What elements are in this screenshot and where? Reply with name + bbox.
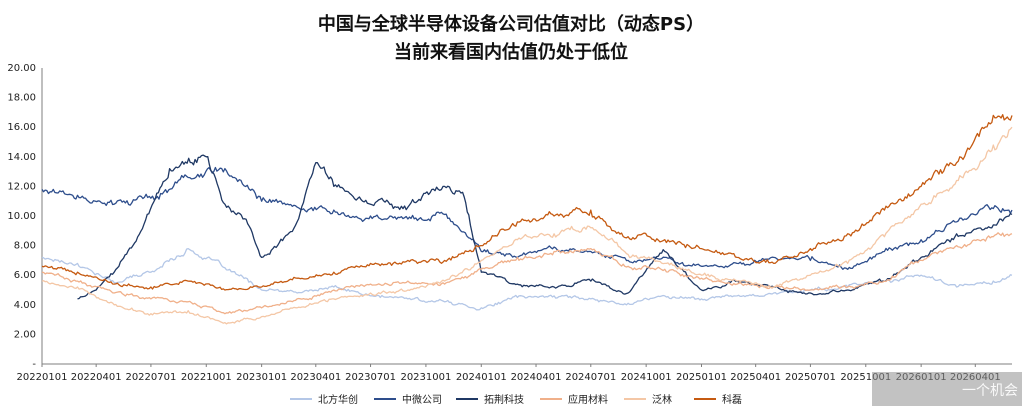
series-line-2	[41, 166, 1013, 270]
x-tick-label: 20221001	[181, 372, 232, 383]
y-tick-label: 6.00	[14, 270, 36, 281]
chart-title: 中国与全球半导体设备公司估值对比（动态PS）	[318, 13, 704, 35]
x-tick-label: 20250701	[785, 372, 836, 383]
x-tick-label: 20250401	[730, 372, 781, 383]
y-tick-label: 20.00	[7, 63, 36, 74]
plot-area	[41, 114, 1013, 325]
watermark-band	[872, 372, 1022, 406]
series-line-5	[41, 126, 1013, 325]
x-tick-label: 20241001	[621, 372, 672, 383]
legend-label: 科磊	[722, 393, 742, 406]
legend: 北方华创 中微公司 拓荆科技 应用材料 泛林 科磊	[290, 393, 742, 406]
x-tick-label: 20240701	[565, 372, 616, 383]
series-line-6	[41, 114, 1013, 291]
y-tick-label: 18.00	[7, 93, 36, 104]
x-tick-label: 20230701	[345, 372, 396, 383]
y-tick-label: 2.00	[14, 329, 36, 340]
x-tick-label: 20251001	[840, 372, 891, 383]
legend-label: 中微公司	[402, 393, 442, 406]
y-tick-label: 14.00	[7, 152, 36, 163]
y-axis: 20.00 18.00 16.00 14.00 12.00 10.00 8.00 6.00 4.…	[7, 63, 43, 370]
series-line-3	[77, 154, 1013, 300]
y-tick-label: 4.00	[14, 300, 36, 311]
y-tick-label: 10.00	[7, 211, 36, 222]
x-tick-label: 20230101	[236, 372, 287, 383]
y-tick-label: 16.00	[7, 122, 36, 133]
y-tick-label: -	[32, 359, 36, 370]
x-tick-label: 20230401	[290, 372, 341, 383]
watermark: 一个机会	[872, 372, 1022, 406]
y-tick-label: 8.00	[14, 241, 36, 252]
x-tick-label: 20250101	[676, 372, 727, 383]
x-tick-label: 20220401	[71, 372, 122, 383]
watermark-text: 一个机会	[962, 383, 1018, 399]
legend-label: 拓荆科技	[484, 393, 524, 406]
legend-label: 应用材料	[568, 393, 608, 406]
y-tick-label: 12.00	[7, 181, 36, 192]
legend-label: 泛林	[652, 393, 672, 406]
x-tick-label: 20240401	[511, 372, 562, 383]
series-line-1	[41, 247, 1013, 311]
x-tick-label: 20231001	[400, 372, 451, 383]
legend-label: 北方华创	[318, 393, 358, 406]
series-line-4	[41, 232, 1013, 315]
chart-subtitle: 当前来看国内估值仍处于低位	[394, 41, 628, 63]
x-axis: 20220101 20220401 20220701 20221001 20230101…	[17, 363, 1012, 383]
x-tick-label: 20240101	[456, 372, 507, 383]
x-tick-label: 20220701	[125, 372, 176, 383]
x-tick-label: 20220101	[17, 372, 68, 383]
